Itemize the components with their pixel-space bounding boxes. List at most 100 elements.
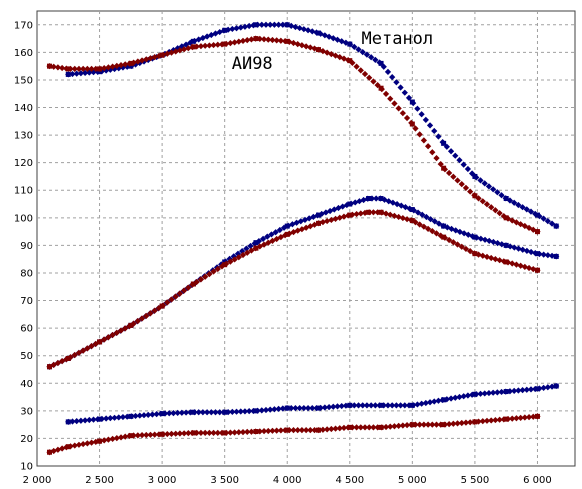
data-point: [454, 420, 461, 427]
data-point: [231, 256, 238, 263]
series-value-point: [503, 259, 509, 265]
series-value-point: [534, 413, 540, 419]
annotation-label: Метанол: [362, 29, 434, 49]
series-value-point: [534, 212, 540, 218]
series-value-point: [316, 30, 322, 36]
data-point: [544, 252, 551, 259]
data-point: [450, 173, 457, 180]
data-point: [202, 42, 209, 49]
data-point: [355, 402, 362, 409]
data-point: [488, 417, 495, 424]
data-point: [334, 403, 341, 410]
series-value-point: [65, 419, 71, 425]
series-value-point: [441, 234, 447, 240]
data-point: [330, 403, 337, 410]
data-point: [357, 424, 364, 431]
data-point: [414, 401, 421, 408]
data-point: [88, 65, 95, 73]
data-point: [397, 402, 404, 409]
series-value-point: [534, 229, 540, 235]
series-value-point: [47, 364, 53, 370]
data-point: [235, 254, 242, 261]
data-point: [292, 404, 299, 412]
y-tick-label: 140: [14, 103, 33, 114]
data-point: [429, 421, 436, 428]
series-value-point: [316, 212, 322, 218]
data-point: [231, 429, 238, 436]
series-value-point: [553, 253, 559, 259]
data-point: [237, 24, 244, 31]
series-value-point: [378, 60, 384, 66]
data-point: [309, 404, 316, 412]
data-point: [391, 423, 398, 430]
series-value-point: [472, 251, 478, 257]
data-point: [447, 395, 455, 402]
data-point: [446, 421, 453, 428]
data-point: [525, 413, 533, 421]
series-value-point: [284, 231, 290, 237]
data-point: [460, 393, 467, 400]
data-point: [197, 43, 205, 50]
data-point: [437, 160, 444, 168]
series-value-point: [65, 71, 71, 77]
series-value-point: [190, 38, 196, 44]
data-point: [319, 426, 327, 433]
data-point: [416, 221, 423, 228]
series-value-point: [159, 431, 165, 437]
data-point: [172, 430, 179, 437]
data-point: [464, 392, 472, 399]
data-point: [101, 64, 108, 72]
x-tick-label: 6 000: [523, 475, 552, 486]
series-value-point: [503, 416, 509, 422]
x-tick-label: 2 000: [23, 475, 52, 486]
series-value-point: [553, 223, 559, 229]
y-tick-label: 70: [20, 296, 33, 307]
data-point: [481, 390, 488, 397]
data-point: [494, 389, 501, 396]
data-point: [260, 428, 268, 435]
data-point: [267, 406, 274, 413]
data-point: [338, 402, 345, 410]
y-tick-label: 150: [14, 75, 33, 86]
series-value-point: [128, 60, 134, 66]
series-value-point: [316, 405, 322, 411]
data-point: [527, 386, 535, 393]
data-point: [387, 423, 394, 430]
data-point: [134, 432, 141, 439]
series-value-point: [378, 424, 384, 430]
data-point: [300, 404, 307, 412]
series-value-point: [97, 66, 103, 72]
data-point: [401, 402, 408, 409]
data-point: [71, 65, 78, 73]
data-point: [239, 251, 247, 259]
series-value-point: [472, 419, 478, 425]
data-point: [429, 149, 436, 156]
y-tick-label: 30: [20, 406, 33, 417]
series-value-point: [284, 22, 290, 28]
series-value-point: [222, 27, 228, 33]
series-value-point: [347, 201, 353, 207]
data-point: [277, 427, 284, 434]
data-point: [271, 406, 278, 413]
data-point: [332, 425, 339, 432]
data-point: [490, 389, 497, 396]
series-value-point: [128, 63, 134, 69]
data-point: [492, 416, 499, 424]
x-tick-label: 2 500: [85, 475, 114, 486]
data-point: [450, 420, 457, 427]
data-point: [206, 42, 213, 49]
series-value-point: [503, 196, 509, 202]
data-point: [389, 402, 396, 409]
data-point: [214, 41, 221, 48]
y-tick-label: 130: [14, 131, 33, 142]
series-value-point: [441, 140, 447, 146]
series-1: [46, 35, 541, 235]
data-point: [370, 424, 377, 431]
data-point: [69, 70, 76, 78]
series-value-point: [472, 234, 478, 240]
series-value-point: [222, 259, 228, 265]
series-value-point: [316, 427, 322, 433]
data-point: [368, 402, 375, 409]
data-point: [233, 25, 240, 32]
